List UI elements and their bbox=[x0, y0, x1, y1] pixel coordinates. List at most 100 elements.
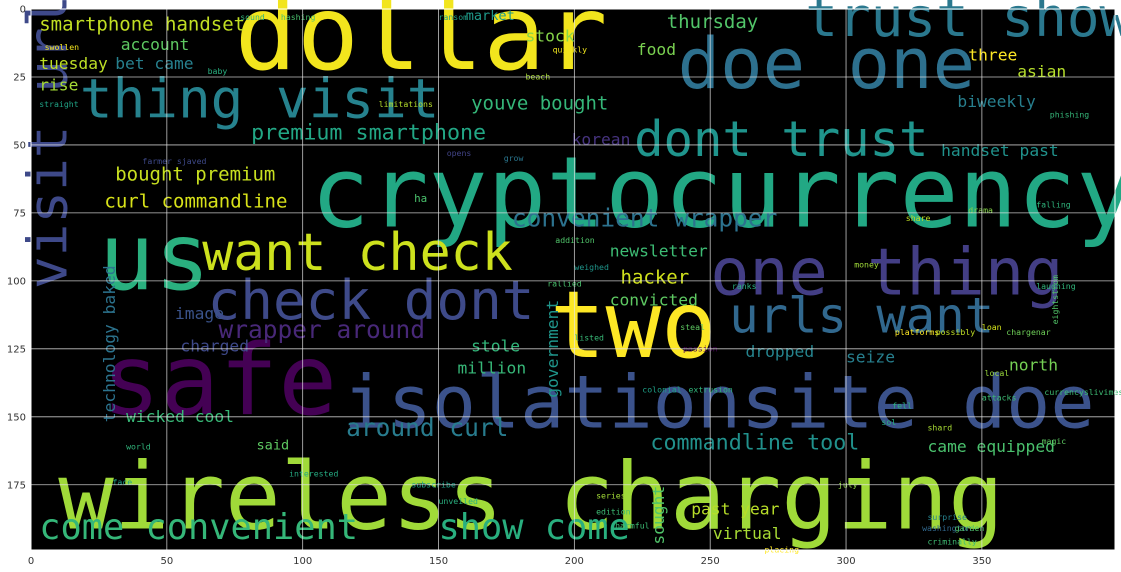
word-65: criminally bbox=[928, 537, 977, 547]
plot-background bbox=[31, 9, 1115, 550]
word-53: north bbox=[1009, 356, 1058, 375]
word-73: share bbox=[906, 213, 931, 223]
word-78: swollen bbox=[45, 42, 80, 52]
word-56: sought bbox=[649, 486, 668, 545]
word-93: steal bbox=[680, 322, 705, 332]
word-3: thing visit bbox=[80, 68, 440, 131]
word-110: currencyslivimes bbox=[1044, 387, 1121, 397]
x-tick-label-0: 0 bbox=[28, 556, 34, 567]
word-94: listed bbox=[574, 333, 604, 343]
word-88: grow bbox=[504, 153, 524, 163]
word-46: image bbox=[175, 304, 224, 323]
y-tick-label-1: 25 bbox=[13, 72, 26, 83]
y-tick-label-4: 100 bbox=[7, 276, 26, 287]
word-37: asian bbox=[1017, 62, 1066, 81]
word-10: two bbox=[550, 271, 717, 379]
word-98: sol bbox=[881, 417, 896, 427]
word-92: ranks bbox=[732, 281, 757, 291]
y-tick-label-0: 0 bbox=[20, 5, 26, 16]
word-86: quickly bbox=[553, 45, 588, 55]
x-tick-label-7: 350 bbox=[972, 556, 991, 567]
word-19: wrapper around bbox=[219, 315, 426, 344]
word-24: bought premium bbox=[115, 163, 275, 185]
word-16: come convenient bbox=[39, 507, 358, 548]
word-36: three bbox=[968, 46, 1017, 65]
word-101: world bbox=[126, 441, 151, 451]
word-59: falling bbox=[1036, 200, 1071, 210]
word-83: ransom bbox=[439, 12, 469, 22]
word-89: addition bbox=[555, 235, 595, 245]
word-1: doe one bbox=[678, 22, 976, 105]
word-4: dont trust bbox=[634, 111, 928, 168]
word-14: visit urls bbox=[16, 0, 79, 289]
word-12: safe bbox=[102, 324, 338, 438]
word-23: premium smartphone bbox=[251, 121, 486, 146]
word-107: extrusion bbox=[689, 384, 733, 394]
word-51: dropped bbox=[746, 342, 815, 361]
word-26: youve bought bbox=[471, 93, 608, 115]
word-57: virtual bbox=[713, 524, 782, 543]
word-7: want check bbox=[202, 223, 513, 283]
word-25: curl commandline bbox=[104, 191, 287, 213]
word-17: show come bbox=[439, 507, 630, 548]
word-99: shard bbox=[928, 422, 953, 432]
word-39: handset past bbox=[941, 141, 1059, 160]
word-91: rallied bbox=[547, 278, 582, 288]
word-5: cryptocurrency bbox=[311, 137, 1121, 251]
word-108: platforms bbox=[895, 327, 939, 337]
y-tick-label-5: 125 bbox=[7, 344, 26, 355]
word-64: washington bbox=[922, 523, 971, 533]
word-18: convenient wrapper bbox=[512, 204, 778, 233]
word-81: sound bbox=[240, 12, 265, 22]
word-84: limitations bbox=[379, 99, 433, 109]
word-102: face bbox=[113, 477, 133, 487]
word-13: isolationsite doe bbox=[343, 361, 1094, 446]
y-tick-label-6: 150 bbox=[7, 412, 26, 423]
word-109: possibly bbox=[936, 327, 976, 337]
word-20: around curl bbox=[346, 413, 508, 442]
word-29: tuesday bbox=[39, 54, 108, 73]
word-103: interested bbox=[289, 469, 338, 479]
word-31: rise bbox=[39, 76, 78, 95]
word-22: smartphone handset bbox=[39, 14, 245, 36]
word-74: drama bbox=[968, 205, 993, 215]
plot-frame bbox=[30, 8, 1116, 551]
word-104: unveiled bbox=[439, 496, 479, 506]
word-45: million bbox=[458, 358, 527, 377]
word-6: us bbox=[99, 203, 210, 311]
word-105: harmful bbox=[615, 520, 650, 530]
word-79: straight bbox=[39, 99, 79, 109]
word-75: loan bbox=[982, 322, 1002, 332]
word-100: magic bbox=[1042, 436, 1067, 446]
word-58: chargenar bbox=[1006, 327, 1050, 337]
word-70: edition bbox=[596, 507, 631, 517]
word-55: past year bbox=[691, 500, 779, 519]
word-87: opens bbox=[447, 148, 472, 158]
word-0: dollar bbox=[235, 0, 608, 94]
word-77: farmer sjaved bbox=[142, 156, 206, 166]
word-62: phishing bbox=[1050, 110, 1090, 120]
x-tick-labels: 0 50 100 150 200 250 300 350 bbox=[28, 556, 992, 567]
word-54: came equipped bbox=[928, 437, 1055, 456]
word-41: hacker bbox=[621, 267, 690, 289]
word-32: food bbox=[637, 40, 676, 59]
x-tick-label-4: 200 bbox=[565, 556, 584, 567]
word-44: stole bbox=[471, 337, 520, 356]
x-tick-label-1: 50 bbox=[160, 556, 173, 567]
word-33: stock bbox=[526, 27, 575, 46]
x-tick-label-6: 300 bbox=[836, 556, 855, 567]
word-97: attacks bbox=[982, 393, 1017, 403]
word-21: commandline tool bbox=[650, 430, 859, 455]
word-111: eightstrom bbox=[1050, 275, 1060, 324]
x-tick-label-2: 100 bbox=[293, 556, 312, 567]
y-tick-label-7: 175 bbox=[7, 480, 26, 491]
word-63: surprise bbox=[928, 512, 968, 522]
word-38: biweekly bbox=[957, 92, 1036, 111]
word-8: check dont bbox=[208, 269, 535, 332]
word-69: series bbox=[596, 490, 626, 500]
word-106: colonial bbox=[642, 384, 682, 394]
word-42: convicted bbox=[610, 290, 698, 309]
x-tick-label-5: 250 bbox=[701, 556, 720, 567]
